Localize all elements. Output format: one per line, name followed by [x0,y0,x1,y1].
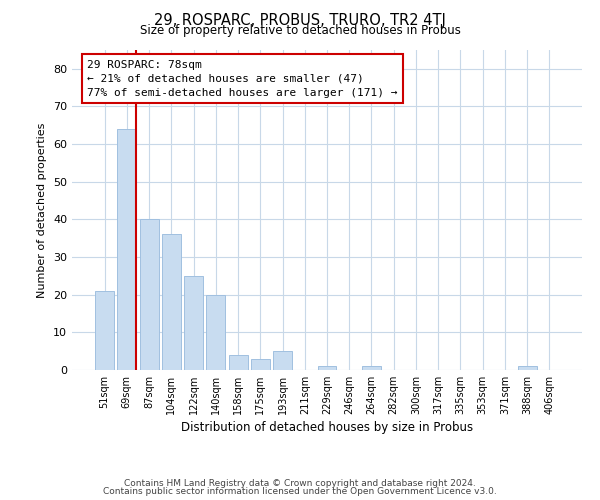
Bar [184,276,203,370]
Bar [206,294,225,370]
Bar [118,129,136,370]
Bar [140,220,158,370]
Text: 29, ROSPARC, PROBUS, TRURO, TR2 4TJ: 29, ROSPARC, PROBUS, TRURO, TR2 4TJ [154,12,446,28]
Text: Contains public sector information licensed under the Open Government Licence v3: Contains public sector information licen… [103,487,497,496]
Bar [95,291,114,370]
Bar [273,351,292,370]
Bar [229,355,248,370]
X-axis label: Distribution of detached houses by size in Probus: Distribution of detached houses by size … [181,421,473,434]
Text: 29 ROSPARC: 78sqm
← 21% of detached houses are smaller (47)
77% of semi-detached: 29 ROSPARC: 78sqm ← 21% of detached hous… [88,60,398,98]
Text: Contains HM Land Registry data © Crown copyright and database right 2024.: Contains HM Land Registry data © Crown c… [124,478,476,488]
Bar [162,234,181,370]
Bar [518,366,536,370]
Text: Size of property relative to detached houses in Probus: Size of property relative to detached ho… [140,24,460,37]
Bar [317,366,337,370]
Bar [362,366,381,370]
Bar [251,358,270,370]
Y-axis label: Number of detached properties: Number of detached properties [37,122,47,298]
